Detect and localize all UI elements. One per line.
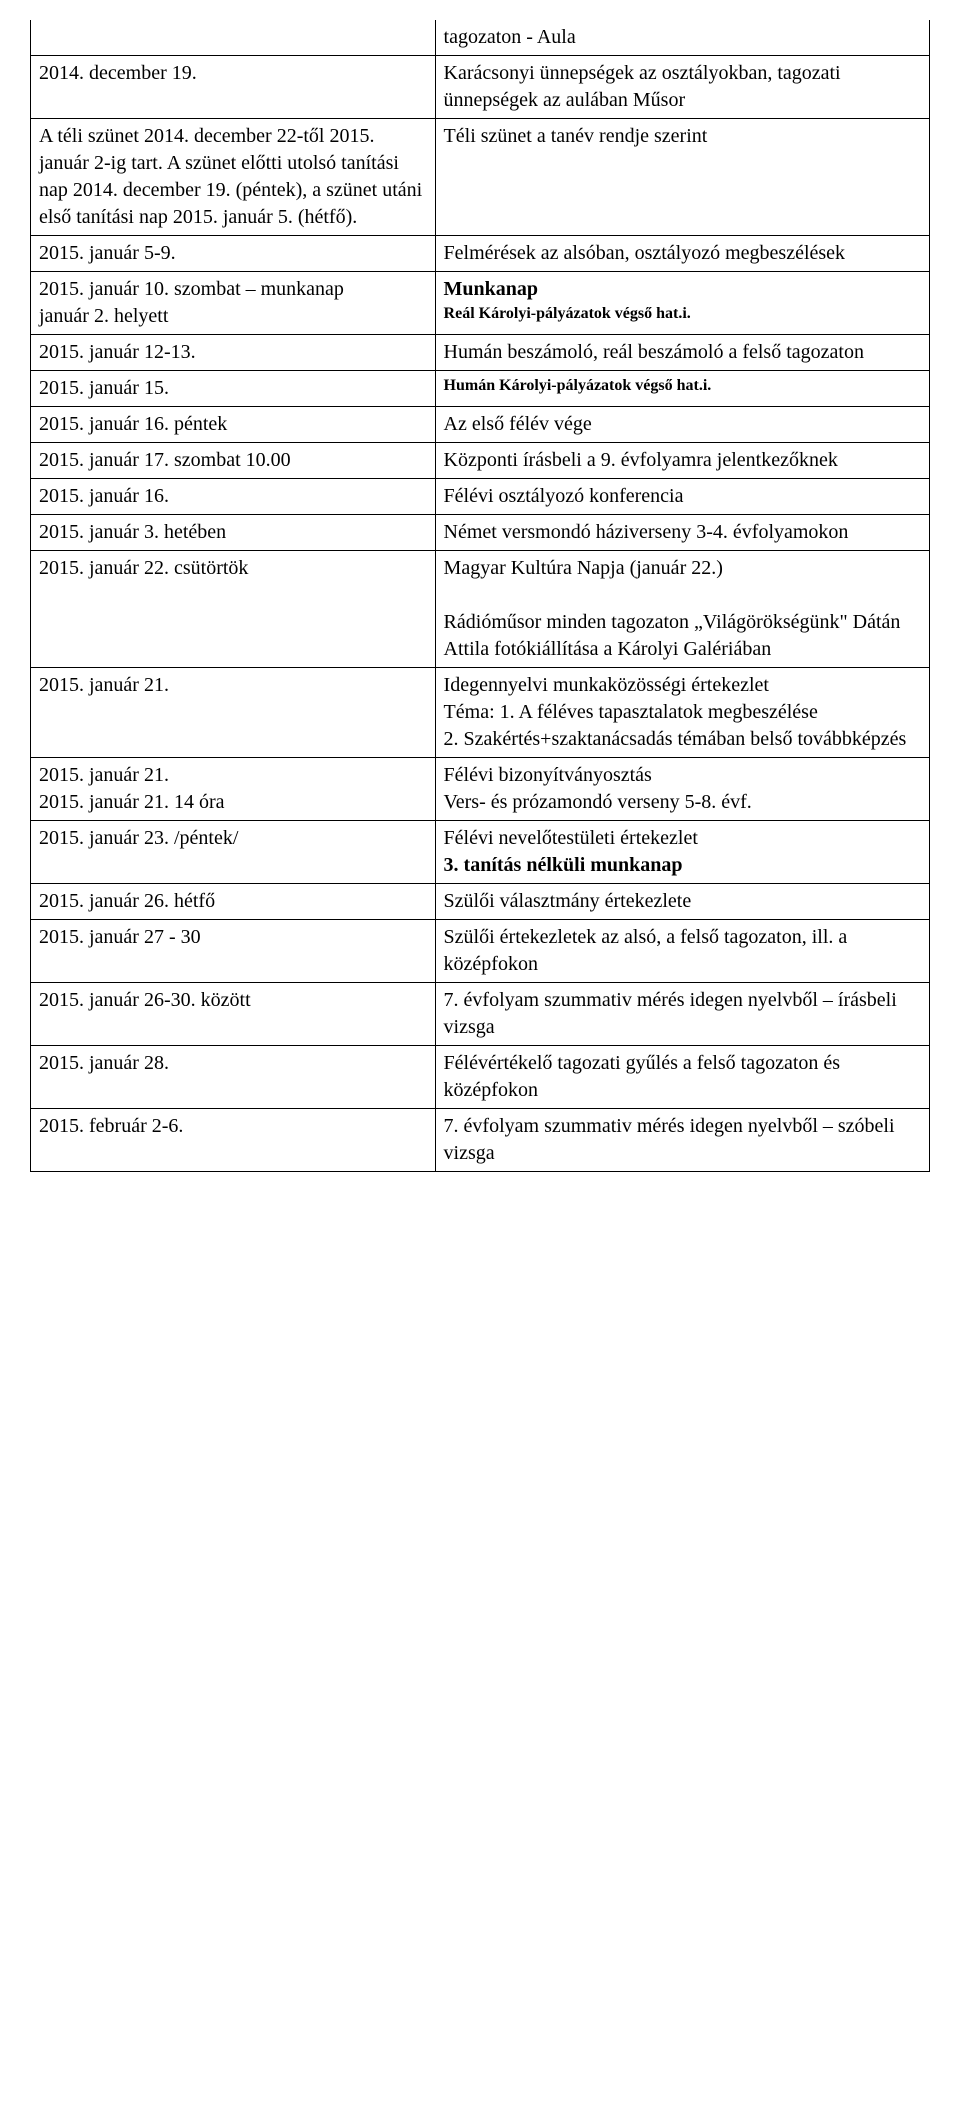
- event-text-segment: Félévi nevelőtestületi értekezlet: [444, 825, 921, 852]
- table-row: 2015. január 28.Félévértékelő tagozati g…: [31, 1046, 930, 1109]
- event-cell: Szülői értekezletek az alsó, a felső tag…: [435, 920, 929, 983]
- event-cell: Félévi bizonyítványosztásVers- és prózam…: [435, 758, 929, 821]
- date-cell: 2015. január 21.: [31, 668, 436, 758]
- event-cell: 7. évfolyam szummativ mérés idegen nyelv…: [435, 1109, 929, 1172]
- table-row: 2015. január 21.2015. január 21. 14 óraF…: [31, 758, 930, 821]
- table-row: tagozaton - Aula: [31, 20, 930, 56]
- table-row: 2015. január 21.Idegennyelvi munkaközöss…: [31, 668, 930, 758]
- date-cell: 2015. január 21.2015. január 21. 14 óra: [31, 758, 436, 821]
- date-cell: 2015. január 28.: [31, 1046, 436, 1109]
- date-cell: 2014. december 19.: [31, 56, 436, 119]
- date-cell: 2015. február 2-6.: [31, 1109, 436, 1172]
- event-cell: Idegennyelvi munkaközösségi értekezletTé…: [435, 668, 929, 758]
- date-cell: 2015. január 16. péntek: [31, 407, 436, 443]
- event-cell: Felmérések az alsóban, osztályozó megbes…: [435, 236, 929, 272]
- event-cell: Központi írásbeli a 9. évfolyamra jelent…: [435, 443, 929, 479]
- table-row: 2014. december 19.Karácsonyi ünnepségek …: [31, 56, 930, 119]
- event-cell: Humán beszámoló, reál beszámoló a felső …: [435, 335, 929, 371]
- event-cell: Félévi osztályozó konferencia: [435, 479, 929, 515]
- event-text-segment: 3. tanítás nélküli munkanap: [444, 852, 921, 879]
- table-row: 2015. január 22. csütörtökMagyar Kultúra…: [31, 551, 930, 668]
- event-cell: Szülői választmány értekezlete: [435, 884, 929, 920]
- date-cell: 2015. január 22. csütörtök: [31, 551, 436, 668]
- date-cell: A téli szünet 2014. december 22-től 2015…: [31, 119, 436, 236]
- date-cell: 2015. január 27 - 30: [31, 920, 436, 983]
- date-cell: 2015. január 16.: [31, 479, 436, 515]
- table-row: 2015. január 27 - 30Szülői értekezletek …: [31, 920, 930, 983]
- event-cell: Félévértékelő tagozati gyűlés a felső ta…: [435, 1046, 929, 1109]
- date-cell: 2015. január 12-13.: [31, 335, 436, 371]
- date-cell: [31, 20, 436, 56]
- event-cell: tagozaton - Aula: [435, 20, 929, 56]
- event-text-segment: Munkanap: [444, 276, 921, 303]
- date-cell: 2015. január 26. hétfő: [31, 884, 436, 920]
- event-text-segment: Humán Károlyi-pályázatok végső hat.i.: [444, 375, 921, 397]
- schedule-table: tagozaton - Aula2014. december 19.Karács…: [30, 20, 930, 1172]
- table-row: 2015. január 17. szombat 10.00Központi í…: [31, 443, 930, 479]
- date-cell: 2015. január 23. /péntek/: [31, 821, 436, 884]
- event-cell: 7. évfolyam szummativ mérés idegen nyelv…: [435, 983, 929, 1046]
- date-cell: 2015. január 15.: [31, 371, 436, 407]
- table-row: 2015. január 10. szombat – munkanapjanuá…: [31, 272, 930, 335]
- table-row: 2015. január 23. /péntek/Félévi nevelőte…: [31, 821, 930, 884]
- table-row: 2015. január 26. hétfőSzülői választmány…: [31, 884, 930, 920]
- event-cell: Az első félév vége: [435, 407, 929, 443]
- table-row: A téli szünet 2014. december 22-től 2015…: [31, 119, 930, 236]
- table-row: 2015. február 2-6.7. évfolyam szummativ …: [31, 1109, 930, 1172]
- table-row: 2015. január 3. hetébenNémet versmondó h…: [31, 515, 930, 551]
- date-cell: 2015. január 5-9.: [31, 236, 436, 272]
- table-row: 2015. január 26-30. között7. évfolyam sz…: [31, 983, 930, 1046]
- table-row: 2015. január 12-13.Humán beszámoló, reál…: [31, 335, 930, 371]
- table-row: 2015. január 15. Humán Károlyi-pályázatok…: [31, 371, 930, 407]
- event-cell: Humán Károlyi-pályázatok végső hat.i.: [435, 371, 929, 407]
- table-row: 2015. január 5-9.Felmérések az alsóban, …: [31, 236, 930, 272]
- event-cell: Téli szünet a tanév rendje szerint: [435, 119, 929, 236]
- event-cell: Német versmondó háziverseny 3-4. évfolya…: [435, 515, 929, 551]
- date-cell: 2015. január 10. szombat – munkanapjanuá…: [31, 272, 436, 335]
- table-row: 2015. január 16. péntekAz első félév vég…: [31, 407, 930, 443]
- date-cell: 2015. január 26-30. között: [31, 983, 436, 1046]
- table-row: 2015. január 16.Félévi osztályozó konfer…: [31, 479, 930, 515]
- date-cell: 2015. január 3. hetében: [31, 515, 436, 551]
- event-text-segment: Reál Károlyi-pályázatok végső hat.i.: [444, 303, 921, 325]
- event-cell: MunkanapReál Károlyi-pályázatok végső ha…: [435, 272, 929, 335]
- event-cell: Karácsonyi ünnepségek az osztályokban, t…: [435, 56, 929, 119]
- event-cell: Magyar Kultúra Napja (január 22.)Rádiómű…: [435, 551, 929, 668]
- event-cell: Félévi nevelőtestületi értekezlet3. taní…: [435, 821, 929, 884]
- date-cell: 2015. január 17. szombat 10.00: [31, 443, 436, 479]
